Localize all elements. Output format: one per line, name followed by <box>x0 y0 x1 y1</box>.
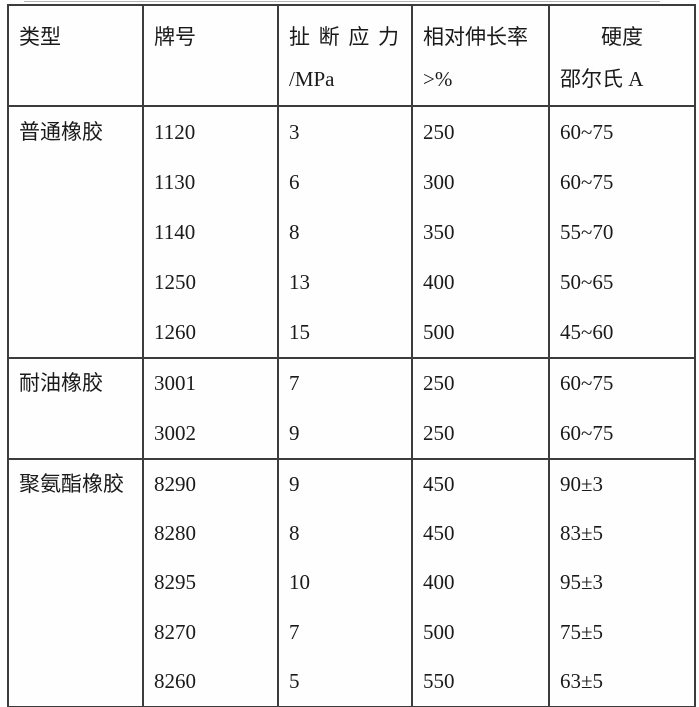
elongation-value: 500 <box>423 320 455 344</box>
header-elongation-unit: >% <box>423 67 453 91</box>
header-hardness-label: 硬度 <box>601 25 643 49</box>
header-elongation-label: 相对伸长率 <box>423 25 528 49</box>
header-cell-hardness: 硬度 邵尔氏 A <box>548 4 696 107</box>
grade-value: 8295 <box>154 570 196 595</box>
stress-value: 6 <box>289 170 300 194</box>
type-label: 聚氨酯橡胶 <box>19 472 124 496</box>
stress-value: 7 <box>289 371 300 395</box>
stress-cell: 3 6 8 13 15 <box>277 105 413 359</box>
grade-value: 3002 <box>154 420 196 445</box>
stress-value: 15 <box>289 320 310 344</box>
stress-value: 10 <box>289 570 310 595</box>
stress-value: 5 <box>289 668 300 693</box>
elongation-value: 250 <box>423 120 455 144</box>
type-label: 耐油橡胶 <box>19 371 103 395</box>
hardness-value: 75±5 <box>560 619 604 644</box>
grade-value: 1130 <box>154 170 196 194</box>
grade-value: 1250 <box>154 270 196 294</box>
hardness-cell: 60~75 60~75 <box>548 357 696 460</box>
grade-value: 1120 <box>154 120 196 144</box>
stress-value: 13 <box>289 270 310 294</box>
hardness-value: 60~75 <box>560 371 614 395</box>
grade-value: 1140 <box>154 220 196 244</box>
rubber-properties-table: 类型 牌号 扯 断 应 力 /MPa 相对伸长率 >% 硬度 邵尔氏 A <box>7 4 696 707</box>
elongation-value: 300 <box>423 170 455 194</box>
hardness-value: 55~70 <box>560 220 614 244</box>
hardness-value: 90±3 <box>560 472 604 496</box>
header-row: 类型 牌号 扯 断 应 力 /MPa 相对伸长率 >% 硬度 邵尔氏 A <box>7 4 696 107</box>
hardness-value: 60~75 <box>560 420 614 445</box>
header-grade-label: 牌号 <box>154 25 196 49</box>
hardness-value: 60~75 <box>560 170 614 194</box>
elongation-cell: 450 450 400 500 550 <box>411 457 550 707</box>
elongation-cell: 250 250 <box>411 357 550 460</box>
header-cell-type: 类型 <box>7 4 144 107</box>
grade-cell: 3001 3002 <box>142 357 279 460</box>
grade-value: 1260 <box>154 320 196 344</box>
section-row-oil-resistant-rubber: 耐油橡胶 3001 3002 7 9 250 250 60~75 60~75 <box>7 357 696 460</box>
header-cell-elongation: 相对伸长率 >% <box>411 4 550 107</box>
stress-value: 8 <box>289 220 300 244</box>
stress-value: 7 <box>289 619 300 644</box>
scan-artifact-line <box>24 1 660 2</box>
header-stress-unit: /MPa <box>289 67 335 91</box>
stress-value: 3 <box>289 120 300 144</box>
grade-value: 8270 <box>154 619 196 644</box>
hardness-value: 50~65 <box>560 270 614 294</box>
hardness-value: 95±3 <box>560 570 604 595</box>
stress-cell: 9 8 10 7 5 <box>277 457 413 707</box>
header-cell-stress: 扯 断 应 力 /MPa <box>277 4 413 107</box>
elongation-value: 250 <box>423 420 455 445</box>
stress-value: 9 <box>289 472 300 496</box>
elongation-value: 550 <box>423 668 455 693</box>
type-label: 普通橡胶 <box>19 120 103 144</box>
hardness-cell: 60~75 60~75 55~70 50~65 45~60 <box>548 105 696 359</box>
stress-value: 9 <box>289 420 300 445</box>
hardness-value: 45~60 <box>560 320 614 344</box>
stress-cell: 7 9 <box>277 357 413 460</box>
elongation-value: 350 <box>423 220 455 244</box>
header-type-label: 类型 <box>19 25 61 49</box>
grade-value: 8280 <box>154 521 196 546</box>
hardness-value: 83±5 <box>560 521 604 546</box>
grade-cell: 1120 1130 1140 1250 1260 <box>142 105 279 359</box>
hardness-value: 63±5 <box>560 668 604 693</box>
section-row-ordinary-rubber: 普通橡胶 1120 1130 1140 1250 1260 3 6 8 13 1… <box>7 105 696 359</box>
elongation-value: 400 <box>423 270 455 294</box>
elongation-cell: 250 300 350 400 500 <box>411 105 550 359</box>
grade-value: 8290 <box>154 472 196 496</box>
elongation-value: 450 <box>423 472 455 496</box>
type-cell: 普通橡胶 <box>7 105 144 359</box>
header-stress-label: 扯 断 应 力 <box>289 25 399 49</box>
type-cell: 耐油橡胶 <box>7 357 144 460</box>
hardness-value: 60~75 <box>560 120 614 144</box>
section-row-polyurethane-rubber: 聚氨酯橡胶 8290 8280 8295 8270 8260 9 8 10 7 … <box>7 457 696 707</box>
type-cell: 聚氨酯橡胶 <box>7 457 144 707</box>
grade-cell: 8290 8280 8295 8270 8260 <box>142 457 279 707</box>
grade-value: 8260 <box>154 668 196 693</box>
elongation-value: 450 <box>423 521 455 546</box>
header-hardness-unit: 邵尔氏 A <box>560 67 644 91</box>
elongation-value: 500 <box>423 619 455 644</box>
stress-value: 8 <box>289 521 300 546</box>
elongation-value: 250 <box>423 371 455 395</box>
elongation-value: 400 <box>423 570 455 595</box>
hardness-cell: 90±3 83±5 95±3 75±5 63±5 <box>548 457 696 707</box>
header-cell-grade: 牌号 <box>142 4 279 107</box>
grade-value: 3001 <box>154 371 196 395</box>
